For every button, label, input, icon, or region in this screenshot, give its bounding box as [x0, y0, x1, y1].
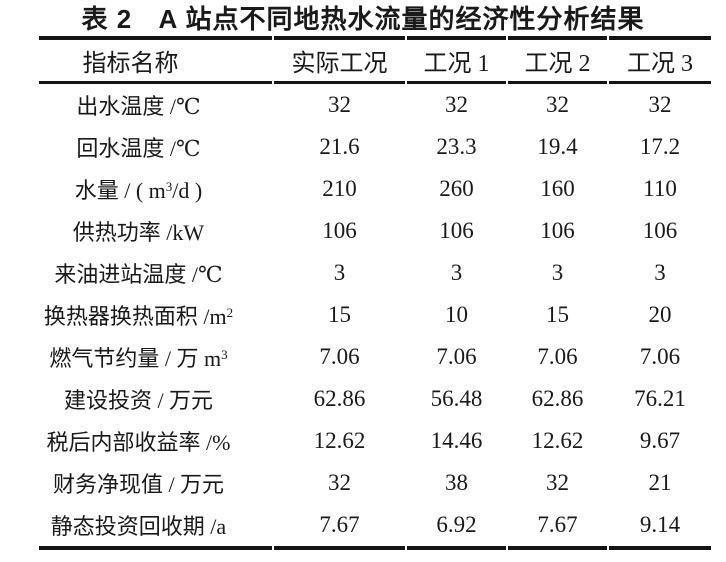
cell-value-actual: 21.6 [319, 134, 360, 159]
row-label: 燃气节约量 / 万 m3 [39, 336, 272, 378]
row-label: 回水温度 /℃ [39, 126, 272, 168]
row-label-text: 建设投资 / 万元 [63, 388, 214, 413]
row-label-text: 水量 / ( m [74, 178, 166, 203]
row-label-text: 换热器换热面积 /m [43, 304, 227, 329]
cell-value-condition-3: 17.2 [639, 134, 681, 159]
table-row: 水量 / ( m3/d ) 210 260 160 110 [39, 168, 711, 210]
table-caption: 表 2 A 站点不同地热水流量的经济性分析结果 [0, 3, 726, 35]
cell-value-condition-1: 23.3 [436, 134, 477, 159]
table-row: 供热功率 /kW 106 106 106 106 [39, 210, 711, 252]
cell-value-condition-1: 260 [439, 176, 474, 201]
table-row: 出水温度 /℃ 32 32 32 32 [39, 84, 711, 126]
cell-value-condition-2: 7.06 [537, 344, 578, 369]
cell-value-condition-1: 3 [450, 260, 463, 285]
column-header-condition-3: 工况 3 [609, 36, 711, 84]
row-label-superscript: 2 [226, 305, 234, 320]
table-row: 静态投资回收期 /a 7.67 6.92 7.67 9.14 [39, 504, 711, 550]
cell-value-actual: 32 [328, 92, 351, 117]
cell-value-condition-1: 32 [445, 92, 468, 117]
cell-value-actual: 12.62 [313, 428, 366, 453]
table-row: 建设投资 / 万元 62.86 56.48 62.86 76.21 [39, 378, 711, 420]
table-row: 税后内部收益率 /% 12.62 14.46 12.62 9.67 [39, 420, 711, 462]
cell-value-actual: 210 [322, 176, 357, 201]
row-label-text: 静态投资回收期 /a [50, 514, 227, 539]
cell-value-condition-1: 38 [445, 470, 468, 495]
economic-analysis-table: 指标名称 实际工况 工况 1 工况 2 工况 3 出水温度 /℃ 32 32 3… [37, 36, 713, 550]
cell-value-condition-2: 3 [551, 260, 564, 285]
row-label-text: 税后内部收益率 /% [46, 430, 231, 455]
cell-value-condition-1: 7.06 [436, 344, 477, 369]
cell-value-condition-2: 19.4 [537, 134, 578, 159]
row-label: 供热功率 /kW [39, 210, 272, 252]
row-label: 换热器换热面积 /m2 [39, 294, 272, 336]
table-row: 来油进站温度 /℃ 3 3 3 3 [39, 252, 711, 294]
cell-value-condition-1: 56.48 [430, 386, 483, 411]
row-label-superscript: 3 [165, 179, 173, 194]
cell-value-actual: 15 [328, 302, 351, 327]
table-row: 财务净现值 / 万元 32 38 32 21 [39, 462, 711, 504]
row-label: 静态投资回收期 /a [39, 504, 272, 550]
cell-value-condition-1: 106 [439, 218, 474, 243]
column-header-indicator-name: 指标名称 [39, 36, 272, 84]
cell-value-condition-2: 7.67 [508, 504, 607, 550]
row-label-text: 回水温度 /℃ [76, 136, 201, 161]
cell-value-condition-3: 32 [648, 92, 672, 117]
cell-value-actual: 7.06 [319, 344, 360, 369]
row-label: 税后内部收益率 /% [39, 420, 272, 462]
column-header-actual-condition: 实际工况 [274, 36, 405, 84]
cell-value-condition-2: 106 [540, 218, 575, 243]
cell-value-condition-3: 9.14 [609, 504, 711, 550]
column-header-condition-1: 工况 1 [407, 36, 506, 84]
cell-value-actual: 62.86 [313, 386, 366, 411]
row-label-text: 出水温度 /℃ [76, 94, 201, 119]
cell-value-actual: 32 [328, 470, 351, 495]
cell-value-condition-2: 32 [546, 470, 569, 495]
cell-value-condition-2: 62.86 [531, 386, 584, 411]
row-label-text: 来油进站温度 /℃ [54, 262, 223, 287]
cell-value-condition-3: 110 [643, 176, 677, 201]
cell-value-condition-3: 9.67 [639, 428, 681, 453]
table-number: 表 2 [81, 4, 133, 34]
cell-value-actual: 7.67 [274, 504, 405, 550]
table-title: A 站点不同地热水流量的经济性分析结果 [158, 4, 645, 34]
header-row: 指标名称 实际工况 工况 1 工况 2 工况 3 [39, 36, 711, 84]
cell-value-condition-3: 3 [654, 260, 666, 285]
cell-value-condition-1: 6.92 [407, 504, 506, 550]
cell-value-actual: 3 [333, 260, 346, 285]
row-label: 出水温度 /℃ [39, 84, 272, 126]
cell-value-condition-2: 32 [546, 92, 569, 117]
cell-value-condition-1: 14.46 [430, 428, 483, 453]
cell-value-condition-2: 160 [540, 176, 575, 201]
row-label-text-post: /d ) [172, 178, 203, 203]
row-label: 建设投资 / 万元 [39, 378, 272, 420]
table-body: 出水温度 /℃ 32 32 32 32 回水温度 /℃ 21.6 23.3 19… [39, 84, 711, 550]
table-header: 指标名称 实际工况 工况 1 工况 2 工况 3 [39, 36, 711, 84]
row-label: 来油进站温度 /℃ [39, 252, 272, 294]
cell-value-condition-3: 76.21 [634, 386, 686, 411]
cell-value-condition-3: 7.06 [639, 344, 681, 369]
cell-value-condition-3: 20 [648, 302, 672, 327]
row-label: 水量 / ( m3/d ) [39, 168, 272, 210]
cell-value-condition-3: 21 [648, 470, 672, 495]
row-label-superscript: 3 [221, 347, 228, 362]
cell-value-actual: 106 [322, 218, 357, 243]
table-row: 回水温度 /℃ 21.6 23.3 19.4 17.2 [39, 126, 711, 168]
row-label-text: 燃气节约量 / 万 m [49, 346, 222, 371]
cell-value-condition-3: 106 [642, 218, 678, 243]
cell-value-condition-2: 12.62 [531, 428, 584, 453]
row-label: 财务净现值 / 万元 [39, 462, 272, 504]
table-row: 燃气节约量 / 万 m3 7.06 7.06 7.06 7.06 [39, 336, 711, 378]
column-header-condition-2: 工况 2 [508, 36, 607, 84]
cell-value-condition-1: 10 [445, 302, 468, 327]
table-row: 换热器换热面积 /m2 15 10 15 20 [39, 294, 711, 336]
row-label-text: 供热功率 /kW [72, 220, 205, 245]
cell-value-condition-2: 15 [546, 302, 569, 327]
row-label-text: 财务净现值 / 万元 [52, 472, 225, 497]
